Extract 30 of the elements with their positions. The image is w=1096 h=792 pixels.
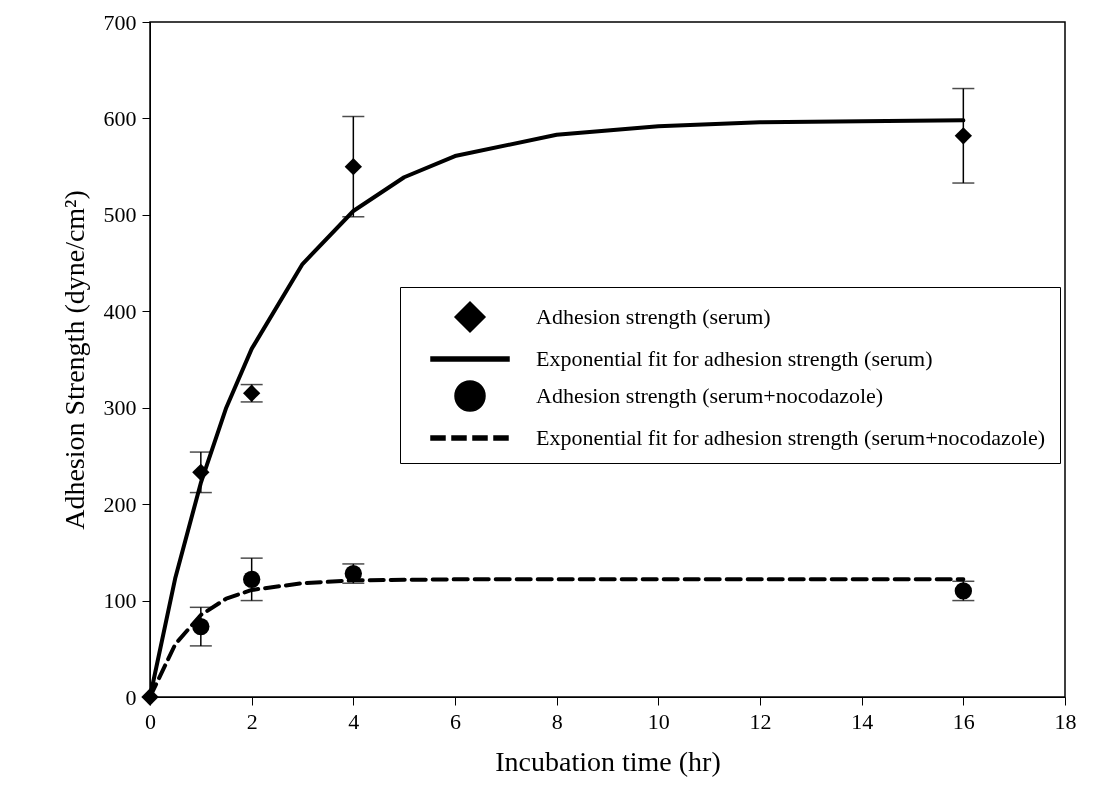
legend-label: Adhesion strength (serum) [536,304,771,329]
point [243,570,261,588]
x-tick-label: 12 [749,708,772,734]
point [192,617,210,636]
y-axis-title: Adhesion Strength (dyne/cm²) [58,190,90,530]
x-tick-label: 4 [348,708,360,734]
y-tick-label: 600 [103,105,137,131]
x-axis-title: Incubation time (hr) [495,745,721,777]
legend-label: Exponential fit for adhesion strength (serum) [536,346,933,371]
point [954,127,972,145]
point [192,463,210,481]
y-tick-label: 400 [103,298,137,324]
x-tick-label: 0 [145,708,156,734]
y-tick-label: 300 [103,395,137,421]
y-tick-label: 100 [103,588,137,614]
x-tick-label: 18 [1054,708,1077,734]
x-tick-label: 8 [551,708,563,734]
point [344,157,362,176]
x-tick-label: 16 [952,708,975,734]
x-tick-label: 10 [647,708,670,734]
legend-label: Adhesion strength (serum+nocodazole) [536,383,884,408]
x-tick-label: 14 [851,708,874,734]
legend-label: Exponential fit for adhesion strength (serum+nocodazole) [536,425,1046,450]
y-tick-label: 500 [103,202,137,228]
x-tick-label: 6 [450,708,461,734]
y-tick-label: 700 [103,9,137,35]
y-tick-label: 0 [125,684,137,710]
y-tick-label: 200 [103,491,137,517]
x-tick-label: 2 [246,708,258,734]
point [141,688,159,706]
